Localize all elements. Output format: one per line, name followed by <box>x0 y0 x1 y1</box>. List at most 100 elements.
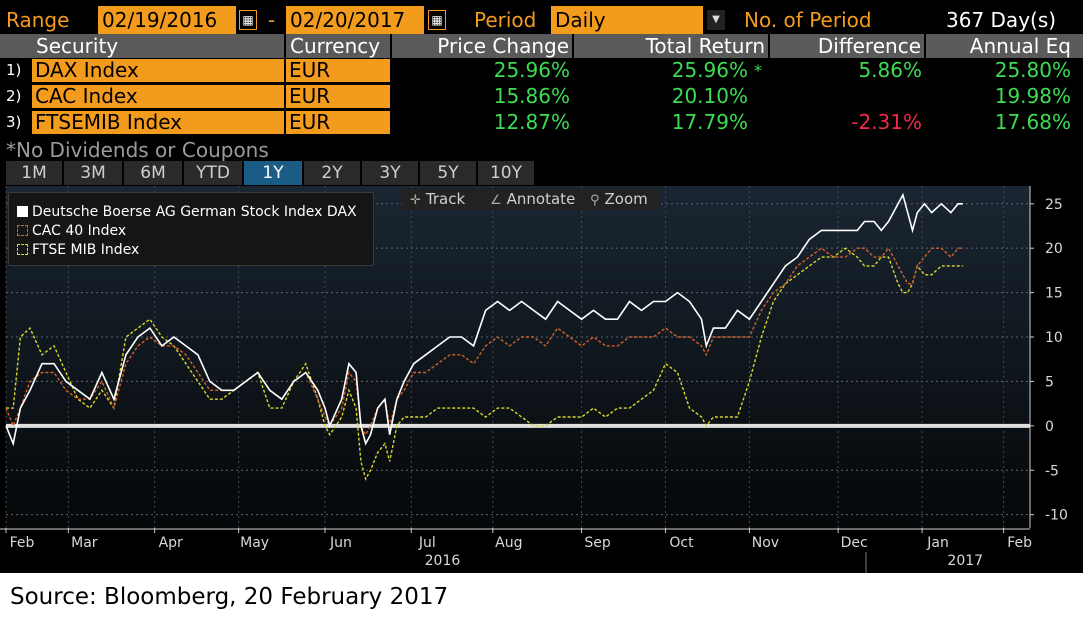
x-tick-label: Mar <box>71 535 98 551</box>
y-tick-label: -5 <box>1045 463 1059 479</box>
table-row[interactable]: 3) FTSEMIB Index EUR 12.87% 17.79% -2.31… <box>0 110 1083 134</box>
legend-swatch-cac <box>17 225 28 236</box>
y-tick-label: -10 <box>1045 508 1068 524</box>
legend-item-ftse: FTSE MIB Index <box>17 241 139 259</box>
x-tick-label: Aug <box>495 535 522 551</box>
tab-1y[interactable]: 1Y <box>244 161 302 185</box>
chart-toolbar: ✛ Track ∠ Annotate ⚲ Zoom <box>402 188 660 210</box>
security-name[interactable]: CAC Index <box>32 85 284 108</box>
annual-eq-value: 19.98% <box>994 84 1071 108</box>
total-return-value: 25.96% <box>671 58 748 82</box>
currency-value: EUR <box>286 59 390 82</box>
currency-value: EUR <box>286 85 390 108</box>
row-number: 3) <box>6 113 22 131</box>
x-tick-label: Feb <box>1007 535 1032 551</box>
series-line-ftse <box>6 247 963 481</box>
tab-3y[interactable]: 3Y <box>362 161 418 185</box>
end-date-field[interactable]: 02/20/2017 <box>286 6 424 34</box>
annotate-button[interactable]: ∠ Annotate <box>490 188 575 210</box>
pencil-icon: ∠ <box>490 193 502 208</box>
legend-label-ftse: FTSE MIB Index <box>32 242 140 258</box>
period-label: Period <box>474 8 537 32</box>
range-label: Range <box>6 8 70 32</box>
range-separator: - <box>268 8 276 32</box>
track-button[interactable]: ✛ Track <box>410 188 465 210</box>
x-tick-label: Jan <box>926 535 949 551</box>
tab-1m[interactable]: 1M <box>6 161 62 185</box>
y-tick-label: 0 <box>1045 419 1054 435</box>
header-price-change: Price Change <box>392 34 572 58</box>
zoom-button[interactable]: ⚲ Zoom <box>590 188 648 210</box>
legend-swatch-ftse <box>17 244 28 255</box>
y-tick-label: 10 <box>1045 330 1063 346</box>
legend-label-cac: CAC 40 Index <box>32 223 127 239</box>
legend-item-cac: CAC 40 Index <box>17 222 126 240</box>
legend-swatch-dax <box>17 206 28 217</box>
header-security: Security <box>0 34 284 58</box>
y-tick-label: 20 <box>1045 241 1063 257</box>
start-date-field[interactable]: 02/19/2016 <box>98 6 236 34</box>
difference-value <box>770 85 922 108</box>
period-select[interactable]: Daily <box>551 6 703 34</box>
series-line-dax <box>5 192 963 447</box>
tab-6m[interactable]: 6M <box>124 161 182 185</box>
total-return-value: 17.79% <box>671 110 748 134</box>
y-tick-label: 5 <box>1045 374 1054 390</box>
security-name[interactable]: DAX Index <box>32 59 284 82</box>
num-period-label: No. of Period <box>744 8 872 32</box>
annotate-label: Annotate <box>506 190 576 208</box>
price-change-value: 12.87% <box>493 110 570 134</box>
chart-legend: Deutsche Boerse AG German Stock Index DA… <box>8 192 374 266</box>
annual-eq-value: 25.80% <box>994 58 1071 82</box>
crosshair-icon: ✛ <box>410 193 421 208</box>
x-tick-label: Apr <box>159 535 183 551</box>
year-label: 2017 <box>947 553 983 569</box>
total-return-value: 20.10% <box>671 84 748 108</box>
annual-eq-value: 17.68% <box>994 110 1071 134</box>
footnote: *No Dividends or Coupons <box>6 138 269 162</box>
x-tick-label: Jun <box>329 535 352 551</box>
difference-value: 5.86% <box>858 58 922 82</box>
performance-chart: 25 20 15 10 5 0 -5 -10 Feb Mar Apr May Jun Jul Aug Sep O… <box>0 186 1083 573</box>
table-row[interactable]: 2) CAC Index EUR 15.86% 20.10% 19.98% <box>0 84 1083 108</box>
end-calendar-icon[interactable]: ▦ <box>428 10 446 30</box>
x-axis-band <box>0 528 1083 573</box>
x-tick-label: Nov <box>752 535 779 551</box>
header-total-return: Total Return <box>574 34 768 58</box>
x-tick-label: Jul <box>418 535 436 551</box>
legend-label-dax: Deutsche Boerse AG German Stock Index DA… <box>32 204 357 220</box>
y-tick-label: 25 <box>1045 197 1063 213</box>
difference-value: -2.31% <box>851 110 922 134</box>
currency-value: EUR <box>286 111 390 134</box>
range-bar: Range 02/19/2016 ▦ - 02/20/2017 ▦ Period… <box>0 6 1083 34</box>
header-difference: Difference <box>770 34 924 58</box>
num-period-value: 367 Day(s) <box>946 8 1057 32</box>
x-tick-label: Feb <box>10 535 35 551</box>
no-dividend-flag: * <box>754 61 762 80</box>
x-tick-label: Oct <box>669 535 694 551</box>
tab-10y[interactable]: 10Y <box>478 161 534 185</box>
row-number: 2) <box>6 87 22 105</box>
track-label: Track <box>425 190 466 208</box>
row-number: 1) <box>6 61 22 79</box>
tab-2y[interactable]: 2Y <box>304 161 360 185</box>
y-tick-label: 15 <box>1045 286 1063 302</box>
chart-canvas: 25 20 15 10 5 0 -5 -10 Feb Mar Apr May Jun Jul Aug Sep O… <box>0 186 1083 573</box>
price-change-value: 15.86% <box>493 84 570 108</box>
tab-ytd[interactable]: YTD <box>184 161 242 185</box>
series-line-cac <box>5 246 963 437</box>
chevron-down-icon[interactable]: ▼ <box>707 10 725 30</box>
year-label: 2016 <box>425 553 461 569</box>
tab-5y[interactable]: 5Y <box>420 161 476 185</box>
start-calendar-icon[interactable]: ▦ <box>239 10 257 30</box>
source-caption: Source: Bloomberg, 20 February 2017 <box>10 584 449 610</box>
table-row[interactable]: 1) DAX Index EUR 25.96% 25.96% * 5.86% 2… <box>0 58 1083 82</box>
price-change-value: 25.96% <box>493 58 570 82</box>
header-annual-eq: Annual Eq <box>926 34 1083 58</box>
zoom-label: Zoom <box>604 190 648 208</box>
magnifier-icon: ⚲ <box>590 193 600 208</box>
bloomberg-terminal: Range 02/19/2016 ▦ - 02/20/2017 ▦ Period… <box>0 0 1083 573</box>
security-name[interactable]: FTSEMIB Index <box>32 111 284 134</box>
x-tick-label: Dec <box>841 535 868 551</box>
tab-3m[interactable]: 3M <box>64 161 122 185</box>
